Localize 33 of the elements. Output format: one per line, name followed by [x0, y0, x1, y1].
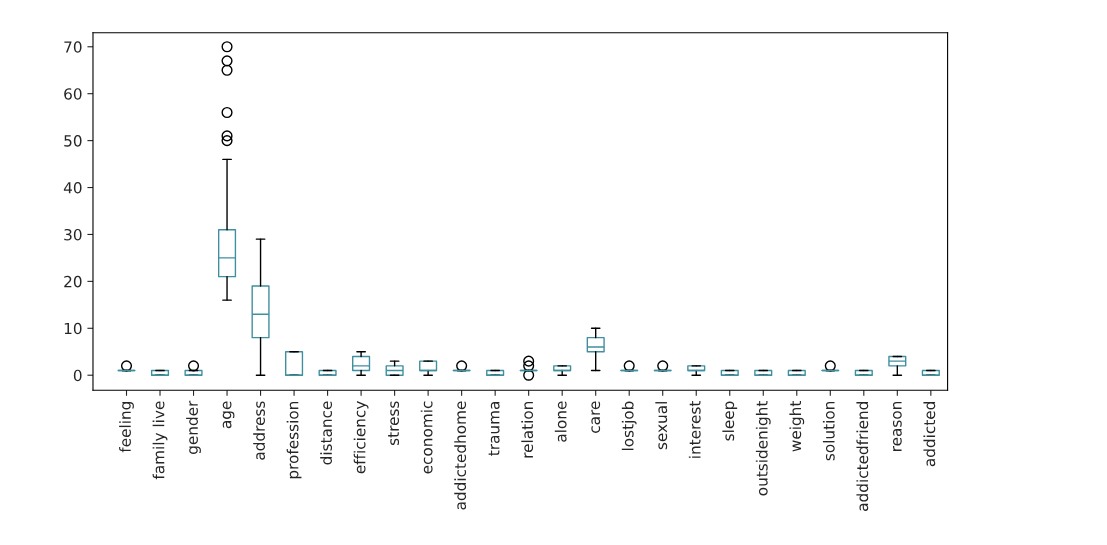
- y-tick-label: 60: [64, 88, 82, 100]
- x-tick-label: addictedhome: [454, 401, 467, 510]
- x-tick-label: family live: [152, 401, 168, 480]
- x-tick-label: solution: [822, 401, 835, 461]
- x-tick-label: trauma: [488, 402, 500, 456]
- x-tick-label: stress: [388, 401, 400, 446]
- x-tick-label: feeling: [119, 402, 134, 453]
- x-tick-label: addicted: [923, 402, 936, 467]
- x-tick-label: weight: [789, 401, 805, 452]
- x-tick-label: address: [253, 401, 265, 460]
- y-tick-label: 10: [64, 322, 82, 335]
- x-tick-label: relation: [521, 401, 534, 458]
- x-tick-label: profession: [286, 401, 302, 479]
- y-tick-label: 50: [64, 135, 82, 147]
- y-tick-label: 20: [64, 275, 82, 288]
- x-tick-label: sleep: [722, 401, 738, 441]
- x-tick-label: economic: [420, 401, 433, 474]
- y-tick-label: 0: [73, 369, 82, 382]
- x-tick-label: efficiency: [353, 401, 369, 474]
- y-tick-label: 40: [63, 182, 82, 194]
- x-tick-label: lostjob: [621, 401, 637, 451]
- x-tick-label: reason: [892, 401, 902, 451]
- x-tick-label: care: [591, 401, 601, 433]
- x-tick-label: addictedfriend: [856, 402, 869, 511]
- x-tick-label: sexual: [655, 402, 668, 450]
- x-tick-label: outsidenight: [755, 401, 771, 496]
- x-tick-label: gender: [186, 400, 201, 454]
- x-tick-label: distance: [320, 401, 333, 465]
- x-tick-label: age: [222, 401, 235, 429]
- y-tick-label: 30: [64, 228, 82, 241]
- x-tick-label: alone: [554, 401, 567, 442]
- y-tick-label: 70: [64, 41, 82, 53]
- x-tick-label: interest: [688, 401, 701, 458]
